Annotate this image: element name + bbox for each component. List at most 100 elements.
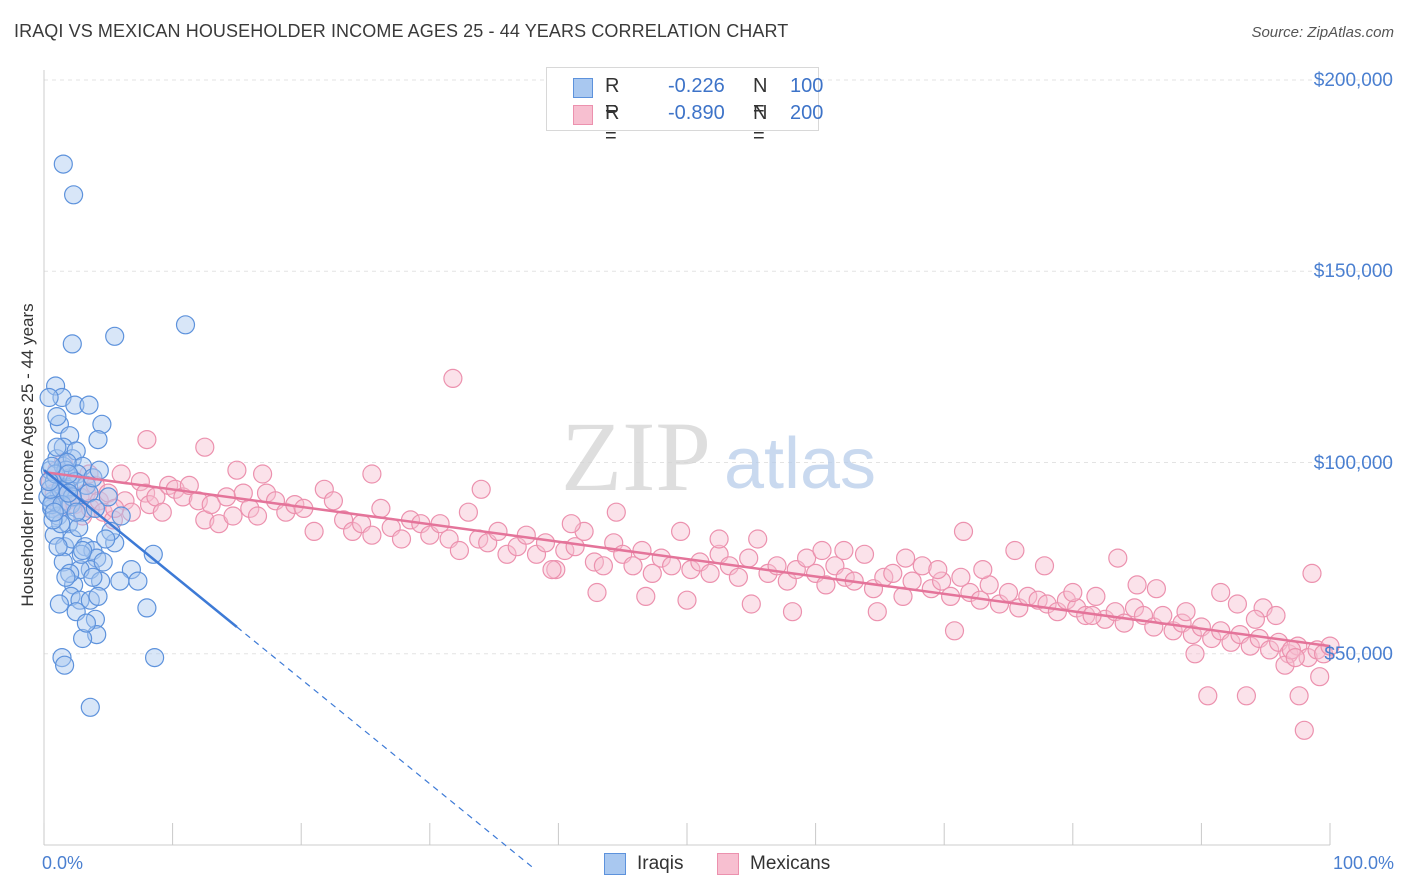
iraqis-point (52, 647, 72, 668)
mexicans-point (227, 460, 247, 480)
mexicans-point (253, 464, 273, 484)
mexicans-point (677, 590, 697, 610)
mexicans-point (593, 556, 614, 576)
iraqis-point (85, 498, 106, 518)
n-value: 200 (790, 102, 824, 124)
iraqis-point (45, 376, 66, 396)
iraqis-point (47, 437, 67, 457)
iraqis-point (121, 559, 141, 580)
iraqis-point (110, 571, 130, 591)
iraqis-point (89, 460, 109, 480)
mexicans-legend-swatch (717, 853, 739, 875)
iraqis-point (49, 594, 70, 614)
mexicans-point (1236, 686, 1257, 706)
iraqis-legend-label: Iraqis (637, 853, 684, 874)
mexicans-point (816, 575, 836, 595)
x-tick-max: 100.0% (1332, 853, 1394, 873)
mexicans-point (632, 540, 652, 561)
axes (43, 70, 1331, 846)
mexicans-point (739, 548, 759, 568)
mexicans-point (867, 602, 887, 622)
r-label: R = (605, 102, 620, 147)
mexicans-point (1005, 540, 1025, 561)
mexicans-point (1302, 563, 1322, 584)
mexicans-point (516, 525, 536, 545)
mexicans-point (834, 540, 854, 561)
mexicans-point (1245, 609, 1266, 629)
n-label: N = (753, 102, 768, 147)
y-axis-label: Householder Income Ages 25 - 44 years (18, 303, 37, 607)
mexicans-point (700, 563, 720, 584)
watermark-zip: ZIP (561, 401, 711, 512)
mexicans-point (304, 521, 324, 542)
mexicans-point (1176, 602, 1196, 622)
mexicans-point (152, 502, 172, 522)
mexicans-point (458, 502, 478, 522)
r-value: -0.226 (668, 75, 725, 97)
y-tick-label: $150,000 (1313, 261, 1393, 283)
mexicans-point (391, 529, 412, 549)
mexicans-point (741, 594, 761, 614)
r-label: R = (605, 75, 620, 120)
iraqis-point (80, 697, 100, 717)
iraqis-point (47, 407, 67, 427)
mexicans-point (1198, 686, 1218, 706)
iraqis-point (76, 613, 97, 633)
mexicans-point (247, 506, 268, 526)
mexicans-point (323, 491, 343, 511)
iraqis-point (54, 655, 75, 675)
mexicans-point (1108, 548, 1128, 568)
iraqis-point (72, 540, 93, 561)
mexicans-point (535, 533, 556, 553)
mexicans-legend-label: Mexicans (750, 853, 831, 874)
iraqis-point (53, 552, 73, 572)
mexicans-point (606, 502, 626, 522)
mexicans-point (895, 548, 916, 568)
y-tick-label: $200,000 (1313, 70, 1393, 91)
mexicans-point (998, 582, 1019, 603)
iraqis-point (72, 502, 93, 522)
iraqis-swatch (573, 78, 593, 98)
iraqis-point (76, 475, 97, 495)
iraqis-points (38, 154, 196, 717)
mexicans-point (953, 521, 974, 542)
mexicans-point (1227, 594, 1248, 614)
mexicans-point (812, 540, 832, 561)
mexicans-point (195, 437, 215, 457)
iraqis-point (93, 552, 113, 572)
mexicans-point (1289, 686, 1309, 706)
n-label: N = (753, 75, 768, 120)
iraqis-point (43, 510, 63, 530)
iraqis-point (58, 514, 79, 534)
iraqis-point (145, 647, 165, 668)
mexicans-point (471, 479, 491, 499)
iraqis-point (111, 506, 131, 526)
mexicans-point (670, 521, 691, 542)
watermark: ZIP atlas (561, 401, 876, 512)
mexicans-point (944, 621, 965, 641)
mexicans-point (136, 483, 156, 503)
watermark-atlas: atlas (724, 424, 876, 504)
mexicans-point (1310, 667, 1330, 687)
mexicans-point (1266, 605, 1286, 626)
iraqis-point (96, 529, 116, 549)
iraqis-point (40, 479, 61, 499)
iraqis-trend-extension (236, 626, 534, 868)
mexicans-point (642, 563, 662, 584)
mexicans-point (1185, 644, 1205, 664)
mexicans-point (902, 571, 922, 591)
iraqis-trend-line (43, 469, 238, 628)
mexicans-point (854, 544, 875, 564)
iraqis-legend-swatch (604, 853, 626, 875)
mexicans-point (883, 563, 903, 584)
mexicans-point (728, 567, 749, 587)
mexicans-point (636, 586, 656, 607)
iraqis-point (39, 387, 59, 408)
iraqis-point (128, 571, 148, 591)
mexicans-point (951, 567, 971, 587)
x-tick-min: 0.0% (42, 853, 84, 873)
iraqis-point (65, 395, 85, 415)
mexicans-point (1127, 575, 1147, 595)
mexicans-point (449, 540, 469, 561)
